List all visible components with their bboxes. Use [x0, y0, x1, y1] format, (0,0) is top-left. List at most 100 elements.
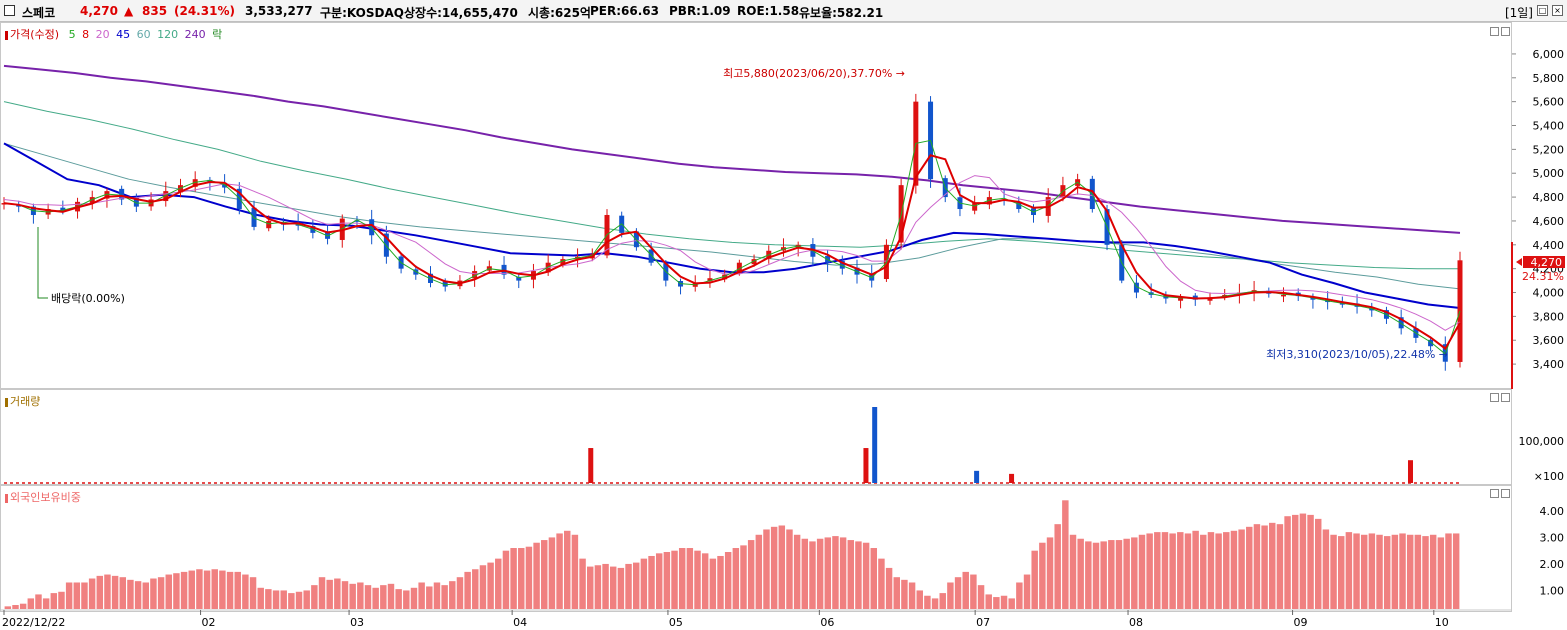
- legend-item-ma8[interactable]: 8: [82, 28, 90, 41]
- foreign-bar: [1238, 529, 1245, 609]
- legend-item-ma240[interactable]: 240: [184, 28, 206, 41]
- legend-item-ex-dividend[interactable]: 락: [212, 28, 223, 41]
- foreign-bar: [510, 548, 517, 609]
- legend-item-ma5[interactable]: 5: [68, 28, 76, 41]
- foreign-bar: [1445, 533, 1452, 609]
- foreign-bar: [334, 578, 341, 609]
- foreign-bar: [35, 594, 42, 609]
- foreign-bar: [1131, 537, 1138, 609]
- foreign-bar: [740, 545, 747, 609]
- foreign-bar: [1383, 536, 1391, 609]
- foreign-bar: [280, 590, 287, 609]
- foreign-minimize-icon[interactable]: [1490, 489, 1499, 498]
- foreign-bar: [395, 589, 402, 609]
- foreign-bar: [1452, 533, 1460, 609]
- foreign-bar: [832, 536, 839, 609]
- foreign-bar: [134, 581, 142, 609]
- foreign-bar: [1115, 540, 1123, 609]
- foreign-bar: [196, 569, 203, 609]
- candle-body: [648, 249, 654, 263]
- foreign-bar: [847, 540, 855, 609]
- foreign-bar: [801, 538, 809, 609]
- volume-bar: [863, 448, 869, 483]
- foreign-bar: [1276, 524, 1284, 609]
- foreign-bar: [1315, 518, 1322, 609]
- candle-body: [472, 271, 478, 279]
- foreign-bar: [1123, 538, 1130, 609]
- legend-item-ma45[interactable]: 45: [116, 28, 131, 41]
- foreign-bar: [226, 571, 234, 609]
- foreign-bar: [433, 582, 441, 609]
- candle-body: [163, 191, 169, 202]
- foreign-bar: [1261, 525, 1268, 609]
- volume-minimize-icon[interactable]: [1490, 393, 1499, 402]
- foreign-bar: [1299, 513, 1307, 609]
- maximize-icon[interactable]: □: [1537, 5, 1548, 16]
- candle-body: [383, 233, 389, 257]
- volume-close-icon[interactable]: [1501, 393, 1510, 402]
- candle-body: [1281, 294, 1287, 297]
- foreign-bar: [349, 583, 356, 609]
- foreign-bar: [272, 590, 280, 609]
- foreign-bar: [1039, 542, 1046, 609]
- foreign-bar: [1437, 537, 1445, 609]
- foreign-bar: [824, 537, 832, 609]
- foreign-bar: [1054, 524, 1061, 609]
- foreign-bar: [81, 582, 88, 609]
- foreign-bar: [1399, 533, 1406, 609]
- candle-body: [1178, 297, 1184, 301]
- foreign-bar: [701, 553, 709, 609]
- foreign-bar: [104, 574, 111, 609]
- legend-item-ma120[interactable]: 120: [157, 28, 179, 41]
- period-selector[interactable]: [1일]: [1504, 6, 1533, 20]
- foreign-bar: [1284, 516, 1291, 609]
- y-tick-label: 5,200: [1533, 143, 1565, 156]
- foreign-bar: [426, 586, 433, 609]
- foreign-bar: [1223, 532, 1230, 609]
- legend-item-price[interactable]: 가격(수정): [5, 28, 62, 41]
- y-tick-label: 4.00: [1540, 505, 1565, 518]
- foreign-bar: [1016, 582, 1023, 609]
- foreign-bar: [1292, 514, 1299, 609]
- close-icon[interactable]: ×: [1552, 5, 1563, 16]
- foreign-bar: [211, 569, 218, 609]
- select-checkbox[interactable]: [4, 5, 15, 16]
- foreign-bar: [472, 569, 479, 609]
- roe-value: ROE:1.58: [737, 4, 800, 18]
- foreign-bar: [518, 548, 525, 609]
- foreign-bar: [387, 583, 395, 609]
- volume-legend[interactable]: 거래량: [5, 393, 43, 409]
- foreign-bar: [816, 538, 824, 609]
- legend-item-ma20[interactable]: 20: [95, 28, 110, 41]
- candle-body: [839, 260, 845, 269]
- foreign-bar: [1154, 532, 1161, 609]
- foreign-bar: [732, 548, 740, 609]
- y-tick-label: 2.00: [1540, 558, 1565, 571]
- foreign-bar: [418, 582, 425, 609]
- last-price-pointer: [1516, 258, 1522, 266]
- foreign-bar: [809, 541, 816, 609]
- foreign-bar: [1108, 540, 1115, 609]
- foreign-bar: [755, 534, 763, 609]
- y-tick-label: 100,000: [1519, 435, 1565, 448]
- foreign-bar: [709, 558, 717, 609]
- pane-close-icon[interactable]: [1501, 27, 1510, 36]
- foreign-legend[interactable]: 외국인보유비중: [5, 489, 84, 505]
- foreign-bar: [265, 589, 272, 609]
- last-price-label: 4,270: [1531, 256, 1563, 269]
- foreign-bar: [203, 570, 211, 609]
- candle-body: [560, 259, 566, 265]
- foreign-bar: [609, 566, 617, 609]
- pane-minimize-icon[interactable]: [1490, 27, 1499, 36]
- foreign-bar: [1230, 530, 1238, 609]
- volume-bar: [588, 448, 594, 483]
- y-tick-label: 4,800: [1533, 191, 1565, 204]
- foreign-close-icon[interactable]: [1501, 489, 1510, 498]
- ma20-line: [3, 175, 1461, 331]
- foreign-bar: [357, 582, 364, 609]
- foreign-bar: [1046, 537, 1054, 609]
- low-annotation: 최저3,310(2023/10/05),22.48% →: [1266, 348, 1448, 361]
- foreign-bar: [724, 552, 732, 609]
- high-annotation: 최고5,880(2023/06/20),37.70% →: [723, 67, 905, 80]
- legend-item-ma60[interactable]: 60: [136, 28, 151, 41]
